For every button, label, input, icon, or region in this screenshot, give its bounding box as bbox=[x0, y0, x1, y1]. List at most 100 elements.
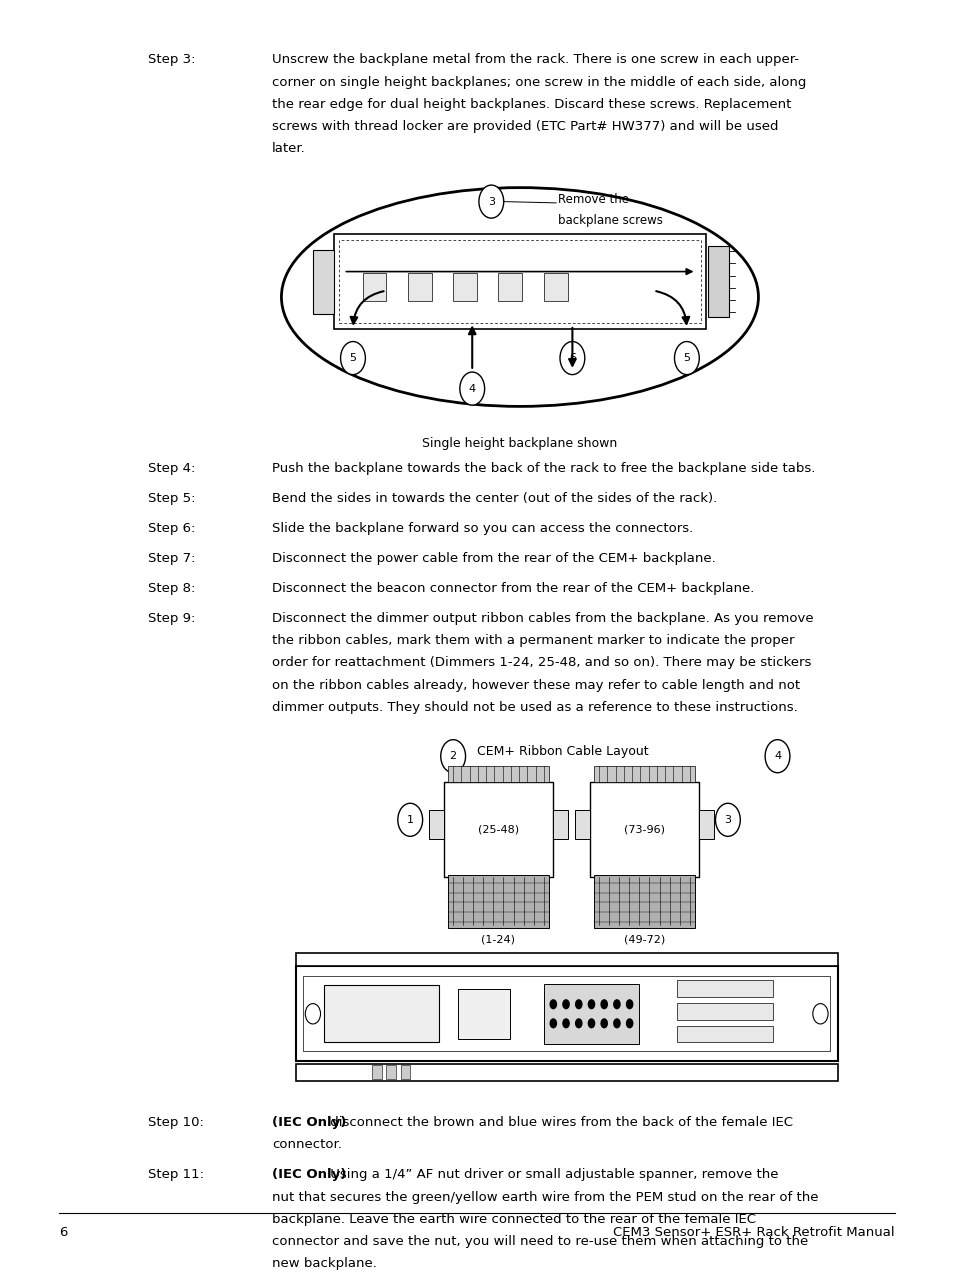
Text: Step 8:: Step 8: bbox=[148, 581, 195, 595]
Bar bbox=[362, 273, 386, 301]
Text: 2: 2 bbox=[449, 752, 456, 761]
Circle shape bbox=[397, 804, 422, 837]
Text: (73-96): (73-96) bbox=[623, 824, 664, 834]
Text: Step 3:: Step 3: bbox=[148, 53, 195, 66]
Bar bbox=[543, 273, 567, 301]
Text: Step 11:: Step 11: bbox=[148, 1168, 204, 1182]
Text: (49-72): (49-72) bbox=[623, 934, 664, 944]
Text: screws with thread locker are provided (ETC Part# HW377) and will be used: screws with thread locker are provided (… bbox=[272, 120, 778, 134]
Circle shape bbox=[575, 1018, 582, 1028]
Text: Step 9:: Step 9: bbox=[148, 612, 195, 625]
Bar bbox=[543, 983, 639, 1043]
Text: Remove the: Remove the bbox=[558, 192, 628, 206]
Bar bbox=[338, 240, 700, 323]
Circle shape bbox=[561, 1018, 569, 1028]
Text: Step 4:: Step 4: bbox=[148, 463, 195, 476]
Bar bbox=[407, 273, 431, 301]
Circle shape bbox=[613, 1018, 620, 1028]
Circle shape bbox=[440, 739, 465, 772]
Text: Step 10:: Step 10: bbox=[148, 1117, 204, 1130]
Text: Step 5:: Step 5: bbox=[148, 492, 195, 505]
Text: Step 7:: Step 7: bbox=[148, 552, 195, 565]
Bar bbox=[334, 234, 705, 329]
Bar bbox=[295, 965, 837, 1061]
Circle shape bbox=[478, 184, 503, 219]
Text: connector.: connector. bbox=[272, 1138, 341, 1151]
Text: nut that secures the green/yellow earth wire from the PEM stud on the rear of th: nut that secures the green/yellow earth … bbox=[272, 1191, 818, 1203]
Bar bbox=[589, 781, 699, 878]
Text: 4: 4 bbox=[773, 752, 781, 761]
Text: (1-24): (1-24) bbox=[481, 934, 515, 944]
Bar bbox=[448, 766, 548, 781]
Circle shape bbox=[599, 1018, 607, 1028]
Bar bbox=[707, 247, 728, 317]
Text: 1: 1 bbox=[406, 815, 414, 824]
Circle shape bbox=[599, 999, 607, 1009]
Circle shape bbox=[674, 342, 699, 374]
Text: 6: 6 bbox=[59, 1226, 68, 1239]
Circle shape bbox=[559, 342, 584, 374]
Bar bbox=[594, 875, 694, 927]
Bar bbox=[372, 1065, 381, 1079]
Circle shape bbox=[561, 999, 569, 1009]
Circle shape bbox=[715, 804, 740, 837]
Text: Disconnect the dimmer output ribbon cables from the backplane. As you remove: Disconnect the dimmer output ribbon cabl… bbox=[272, 612, 813, 625]
Bar bbox=[400, 1065, 410, 1079]
Bar bbox=[677, 1002, 772, 1019]
Circle shape bbox=[549, 999, 557, 1009]
Text: (IEC Only): (IEC Only) bbox=[272, 1168, 346, 1182]
Text: the rear edge for dual height backplanes. Discard these screws. Replacement: the rear edge for dual height backplanes… bbox=[272, 98, 790, 111]
Text: Using a 1/4” AF nut driver or small adjustable spanner, remove the: Using a 1/4” AF nut driver or small adju… bbox=[326, 1168, 778, 1182]
Bar bbox=[553, 810, 567, 840]
Text: Push the backplane towards the back of the rack to free the backplane side tabs.: Push the backplane towards the back of t… bbox=[272, 463, 815, 476]
Circle shape bbox=[587, 999, 595, 1009]
Text: 3: 3 bbox=[487, 197, 495, 206]
Circle shape bbox=[575, 999, 582, 1009]
Bar bbox=[699, 810, 713, 840]
Text: new backplane.: new backplane. bbox=[272, 1257, 376, 1271]
Bar bbox=[386, 1065, 395, 1079]
Bar bbox=[313, 249, 334, 314]
Bar bbox=[324, 985, 438, 1042]
Text: Slide the backplane forward so you can access the connectors.: Slide the backplane forward so you can a… bbox=[272, 522, 693, 536]
Text: Disconnect the beacon connector from the rear of the CEM+ backplane.: Disconnect the beacon connector from the… bbox=[272, 581, 754, 595]
Text: Step 6:: Step 6: bbox=[148, 522, 195, 536]
Text: backplane. Leave the earth wire connected to the rear of the female IEC: backplane. Leave the earth wire connecte… bbox=[272, 1212, 755, 1226]
Text: the ribbon cables, mark them with a permanent marker to indicate the proper: the ribbon cables, mark them with a perm… bbox=[272, 633, 794, 647]
Text: 3: 3 bbox=[723, 815, 731, 824]
Bar bbox=[457, 988, 510, 1038]
Bar bbox=[498, 273, 522, 301]
Text: (25-48): (25-48) bbox=[477, 824, 518, 834]
Text: corner on single height backplanes; one screw in the middle of each side, along: corner on single height backplanes; one … bbox=[272, 75, 805, 89]
Bar bbox=[448, 875, 548, 927]
Text: Bend the sides in towards the center (out of the sides of the rack).: Bend the sides in towards the center (ou… bbox=[272, 492, 717, 505]
Text: dimmer outputs. They should not be used as a reference to these instructions.: dimmer outputs. They should not be used … bbox=[272, 701, 797, 714]
Circle shape bbox=[625, 1018, 633, 1028]
Text: 5: 5 bbox=[349, 354, 356, 363]
Circle shape bbox=[625, 999, 633, 1009]
Text: on the ribbon cables already, however these may refer to cable length and not: on the ribbon cables already, however th… bbox=[272, 678, 800, 692]
Text: CEM+ Ribbon Cable Layout: CEM+ Ribbon Cable Layout bbox=[476, 744, 648, 758]
Bar bbox=[594, 766, 694, 781]
Text: connector and save the nut, you will need to re-use them when attaching to the: connector and save the nut, you will nee… bbox=[272, 1235, 807, 1248]
Bar bbox=[575, 810, 589, 840]
Text: 5: 5 bbox=[682, 354, 690, 363]
Text: disconnect the brown and blue wires from the back of the female IEC: disconnect the brown and blue wires from… bbox=[326, 1117, 793, 1130]
Text: (IEC Only): (IEC Only) bbox=[272, 1117, 346, 1130]
Circle shape bbox=[549, 1018, 557, 1028]
Circle shape bbox=[764, 739, 789, 772]
Text: Unscrew the backplane metal from the rack. There is one screw in each upper-: Unscrew the backplane metal from the rac… bbox=[272, 53, 799, 66]
Bar bbox=[453, 273, 476, 301]
Circle shape bbox=[587, 1018, 595, 1028]
Bar bbox=[295, 954, 837, 965]
Bar bbox=[295, 1063, 837, 1080]
Circle shape bbox=[613, 999, 620, 1009]
Bar bbox=[677, 1025, 772, 1042]
Text: later.: later. bbox=[272, 142, 305, 155]
Bar bbox=[443, 781, 553, 878]
Text: CEM3 Sensor+ ESR+ Rack Retrofit Manual: CEM3 Sensor+ ESR+ Rack Retrofit Manual bbox=[613, 1226, 894, 1239]
Bar bbox=[303, 976, 829, 1051]
Text: Single height backplane shown: Single height backplane shown bbox=[422, 438, 617, 450]
Bar bbox=[677, 979, 772, 996]
Bar bbox=[429, 810, 443, 840]
